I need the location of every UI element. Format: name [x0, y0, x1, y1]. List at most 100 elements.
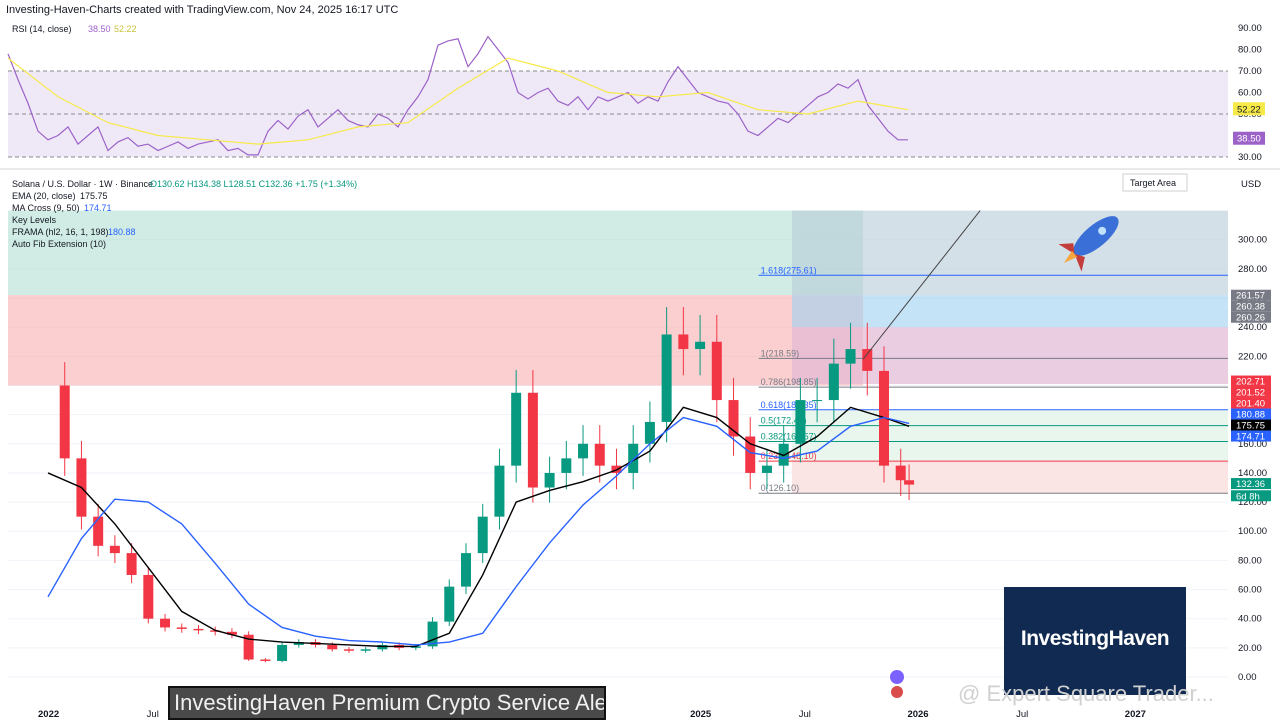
frama-legend-value: 180.88 — [108, 227, 136, 237]
price-tag-label: 202.71 — [1236, 377, 1265, 388]
candle-body — [862, 349, 873, 371]
fib-level-label: 0.618(183.35) — [761, 400, 817, 410]
rsi-tick-label: 70.00 — [1238, 66, 1262, 77]
price-tick-label: 60.00 — [1238, 585, 1262, 596]
candle-body — [895, 465, 906, 481]
rsi-legend-value1: 38.50 — [88, 24, 111, 34]
rsi-legend-value2: 52.22 — [114, 24, 137, 34]
us-flag-icon[interactable] — [891, 686, 903, 698]
candle-body — [327, 644, 338, 650]
candle-body — [193, 628, 204, 631]
candle-body — [695, 341, 706, 350]
x-tick-label: 2027 — [1125, 709, 1146, 720]
candle-body — [93, 516, 104, 546]
price-tick-label: 40.00 — [1238, 614, 1262, 625]
candle-body — [427, 621, 438, 647]
candle-body — [678, 334, 689, 350]
price-tick-label: 100.00 — [1238, 526, 1267, 537]
candle-body — [277, 644, 288, 661]
candle-body — [527, 392, 538, 488]
fib-level-label: 1(218.59) — [761, 348, 800, 358]
candle-body — [143, 574, 154, 619]
price-tag-label: 260.38 — [1236, 302, 1265, 313]
event-icon[interactable] — [890, 670, 904, 684]
candle-body — [260, 659, 271, 661]
candle-body — [210, 630, 221, 632]
candle-body — [226, 631, 237, 635]
candle-body — [176, 627, 187, 629]
x-tick-label: Jul — [1016, 709, 1028, 720]
rocket-icon — [1058, 216, 1119, 272]
candle-body — [160, 618, 171, 628]
rsi-tick-label: 60.00 — [1238, 88, 1262, 99]
projection-zone-pink — [792, 327, 1228, 385]
rsi-value-tag-label: 38.50 — [1237, 134, 1261, 145]
rsi-lines — [7, 35, 909, 156]
price-tag-label: 6d 8h — [1236, 491, 1260, 502]
chart-header: Investing-Haven-Charts created with Trad… — [6, 4, 399, 16]
candle-body — [578, 443, 589, 459]
logo-text: InvestingHaven — [1020, 627, 1170, 650]
price-tag — [1231, 386, 1271, 398]
target-arrow-line — [862, 210, 981, 360]
price-tag — [1231, 478, 1271, 490]
rsi-series-line — [7, 35, 908, 156]
price-zone — [8, 295, 864, 386]
fib-level-label: 0.5(172.46) — [761, 416, 807, 426]
candle-body — [243, 634, 254, 660]
price-tag — [1231, 397, 1271, 409]
candle-body — [711, 341, 722, 401]
target-label: Target Area — [1130, 178, 1176, 188]
target-label-box[interactable] — [1122, 173, 1188, 192]
fib-level-label: 0.382(161.57) — [761, 431, 817, 441]
fib-level-label: 0(126.10) — [761, 483, 800, 493]
rsi-value-tag-label: 52.22 — [1237, 104, 1261, 115]
rsi-legend-label: RSI (14, close) — [12, 24, 72, 34]
rsi-value-tag — [1233, 131, 1265, 145]
investinghaven-logo: InvestingHaven — [1004, 587, 1186, 695]
price-tick-label: 220.00 — [1238, 351, 1267, 362]
price-tag-label: 201.52 — [1236, 388, 1265, 399]
ema-legend-label: EMA (20, close) — [12, 191, 76, 201]
ma-legend-label: MA Cross (9, 50) — [12, 203, 80, 213]
price-tag-label: 174.71 — [1236, 432, 1265, 443]
price-zone — [8, 210, 864, 296]
candle-body — [511, 392, 522, 466]
currency-label: USD — [1241, 179, 1261, 190]
price-legend-title: Solana / U.S. Dollar · 1W · Binance — [12, 179, 153, 189]
rsi-band-lines — [8, 70, 1228, 158]
candle-body — [845, 349, 856, 364]
price-tag — [1231, 408, 1271, 420]
price-tag — [1231, 375, 1271, 387]
price-tick-label: 20.00 — [1238, 643, 1262, 654]
price-tag — [1231, 300, 1271, 312]
ma-legend-value: 174.71 — [84, 203, 112, 213]
price-tag — [1231, 419, 1271, 431]
price-tag — [1231, 311, 1271, 323]
x-tick-label: 2026 — [907, 709, 928, 720]
price-tick-label: 300.00 — [1238, 235, 1267, 246]
candle-body — [444, 586, 455, 622]
target-annotation: Target Area — [862, 173, 1188, 360]
candle-body — [812, 400, 823, 402]
candle-body — [410, 646, 421, 648]
price-tag — [1231, 490, 1271, 502]
price-tick-label: 160.00 — [1238, 439, 1267, 450]
projection-zone-blue — [792, 295, 1228, 328]
rsi-value-tag — [1233, 102, 1265, 116]
price-tick-label: 120.00 — [1238, 497, 1267, 508]
candle-body — [377, 644, 388, 650]
rsi-tick-label: 30.00 — [1238, 152, 1262, 163]
candle-body — [494, 465, 505, 517]
price-tag-label: 201.40 — [1236, 399, 1265, 410]
x-tick-label: Jul — [799, 709, 811, 720]
price-legend-ohlc: O130.62 H134.38 L128.51 C132.36 +1.75 (+… — [150, 179, 357, 189]
candle-body — [644, 421, 655, 444]
projection-zone-green — [792, 410, 1228, 462]
candle-body — [360, 649, 371, 651]
price-tick-label: 280.00 — [1238, 264, 1267, 275]
ema-legend-value: 175.75 — [80, 191, 108, 201]
key-levels-legend: Key Levels — [12, 215, 57, 225]
fib-legend-label: Auto Fib Extension (10) — [12, 239, 106, 249]
